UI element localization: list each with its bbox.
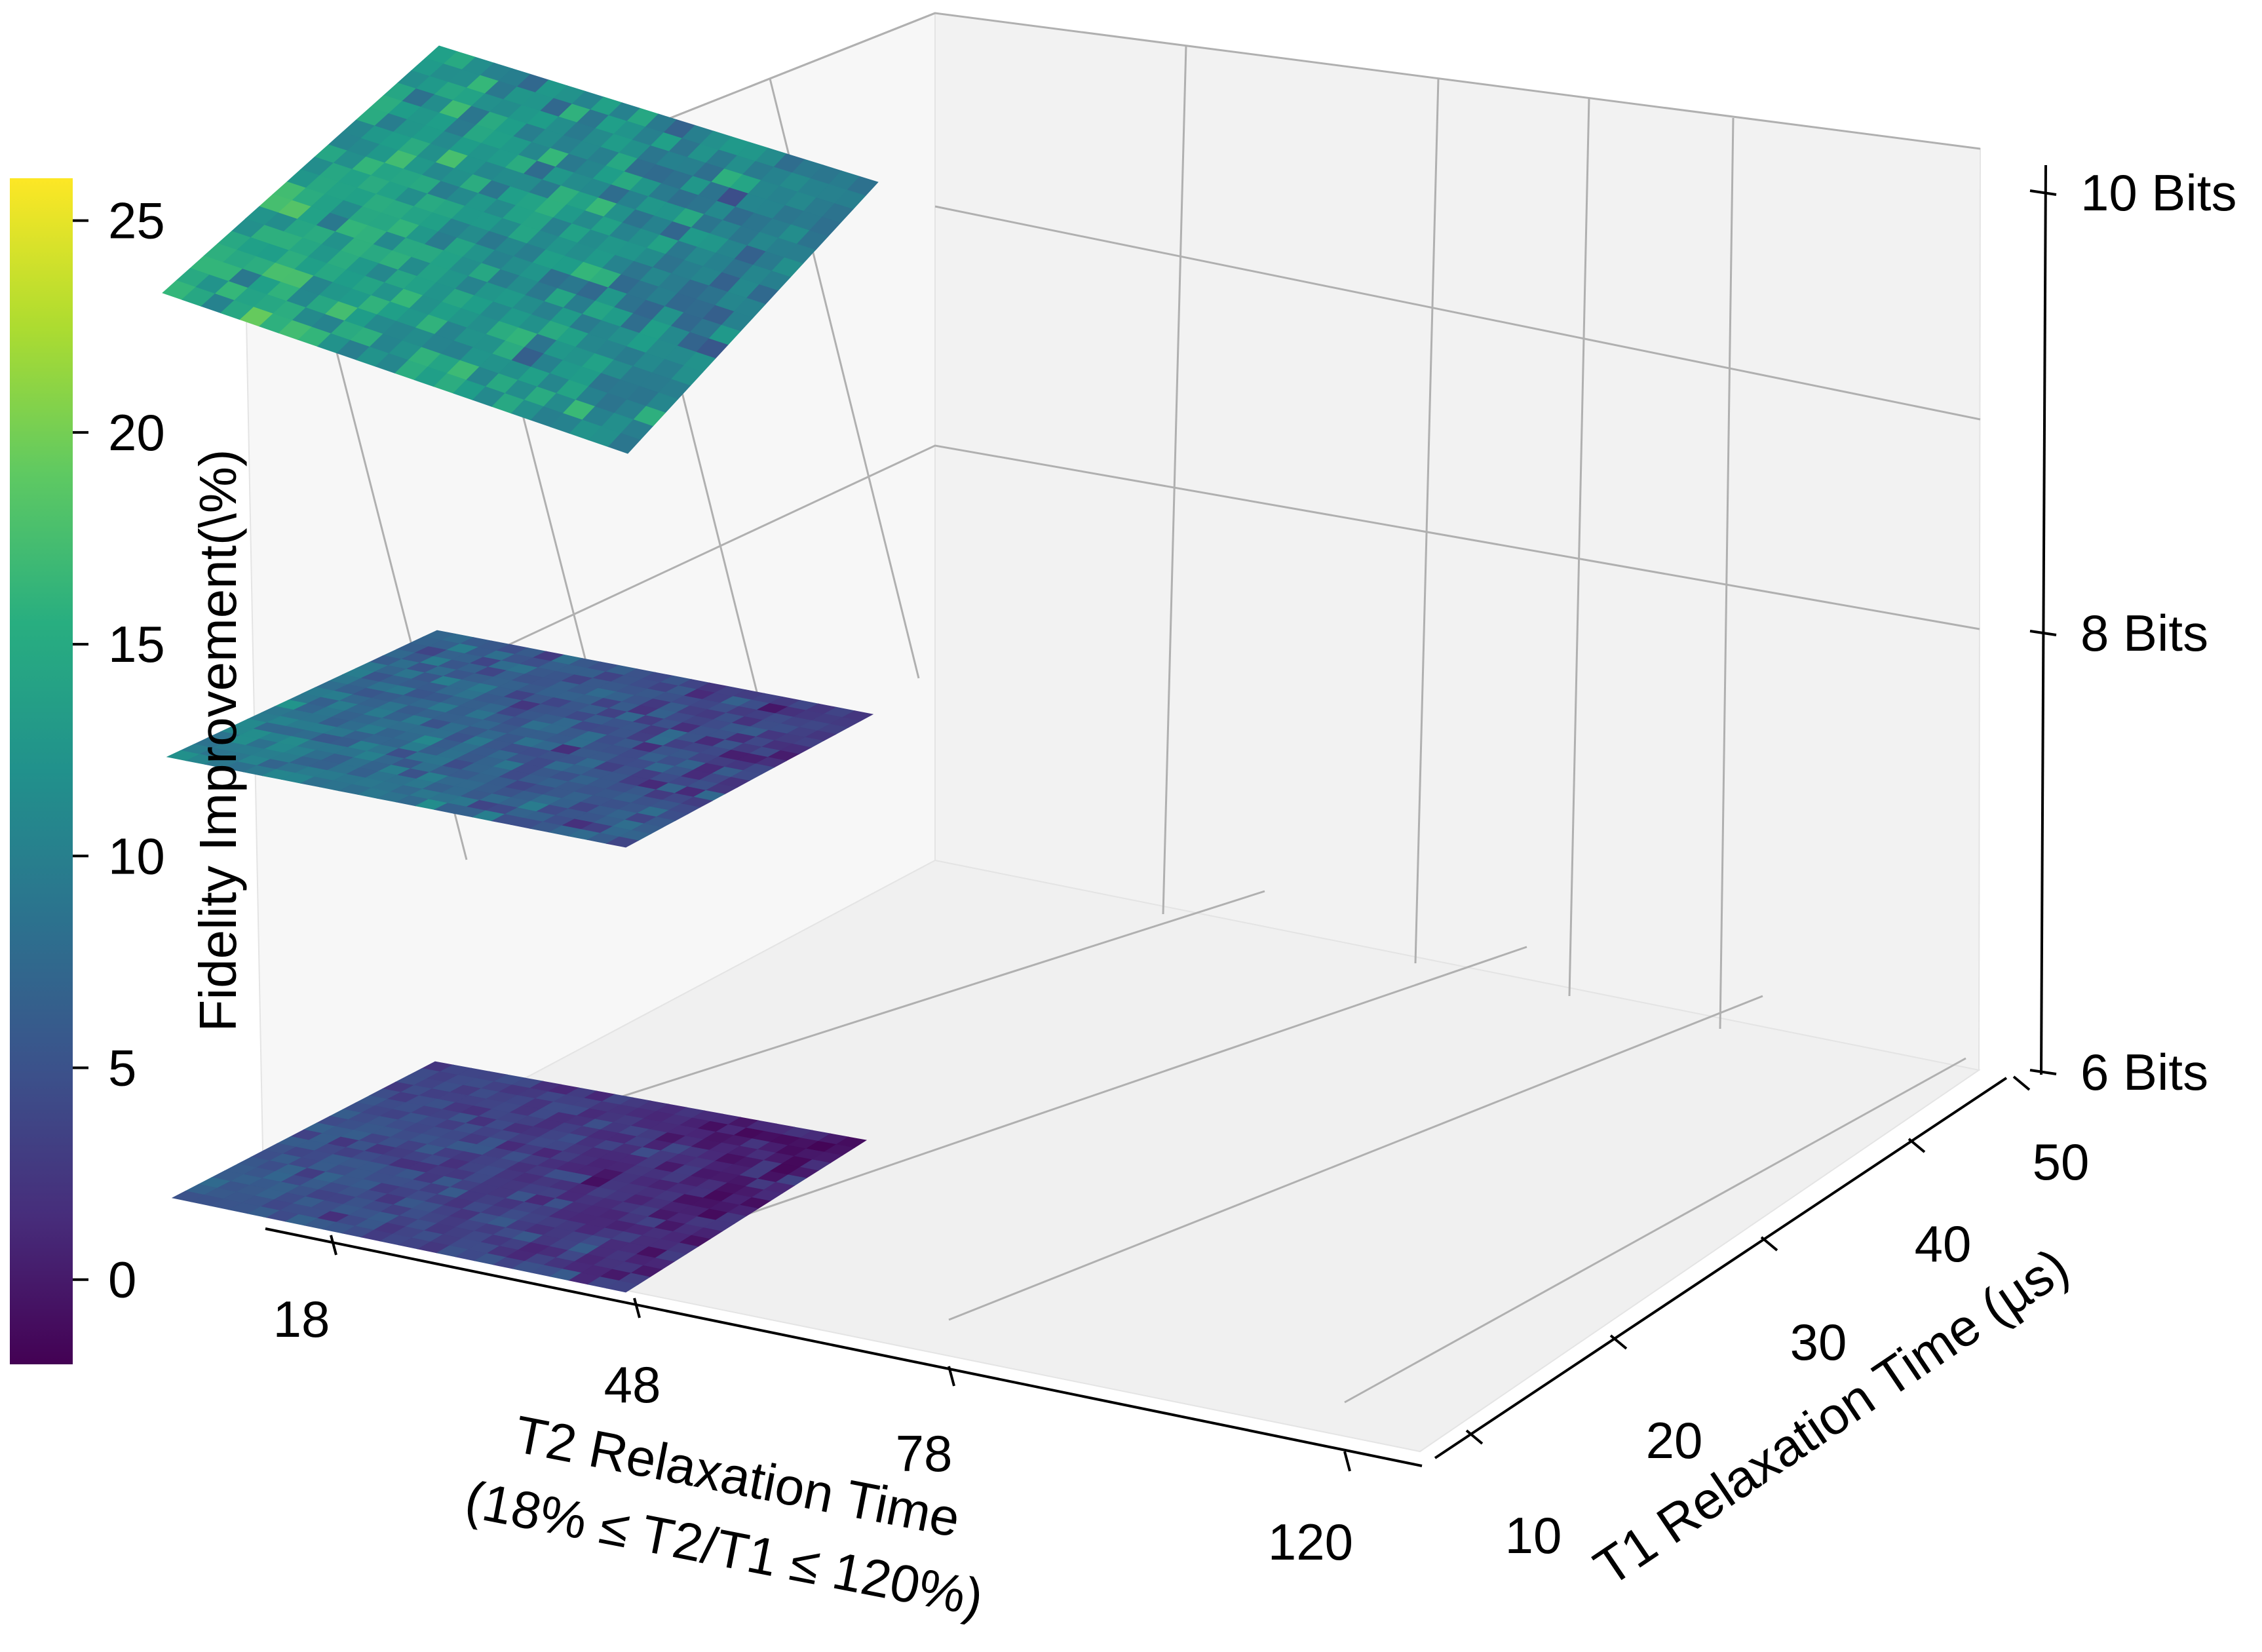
bits-axis-line <box>2040 164 2047 1075</box>
x-tick-mark <box>633 1297 641 1318</box>
z-tick-mark <box>2029 1069 2057 1075</box>
colorbar-tick-label: 25 <box>108 192 165 250</box>
floor-gridline <box>948 995 1763 1321</box>
layer-8-bits <box>166 630 874 848</box>
z-tick-mark <box>2029 189 2057 196</box>
y-tick-label: 50 <box>2033 1133 2090 1191</box>
colorbar: 0 5 10 15 20 25 Fidelity Improvement(\%) <box>10 178 247 1364</box>
y-tick-label: 10 <box>1505 1507 1562 1564</box>
colorbar-ticks: 0 5 10 15 20 25 <box>73 192 165 1309</box>
x-tick-label: 48 <box>604 1356 661 1413</box>
y-tick-label: 20 <box>1646 1412 1703 1469</box>
y-tick-mark <box>1907 1138 1926 1153</box>
back-gridline <box>1414 78 1440 964</box>
colorbar-tick-label: 5 <box>108 1039 136 1097</box>
heatmap-cell <box>605 836 640 848</box>
heatmap-layers <box>162 45 879 1293</box>
z-tick-label: 6 Bits <box>2080 1043 2208 1101</box>
x-tick-label: 120 <box>1268 1513 1353 1571</box>
axis-ticks: 18 48 78 120 10 20 30 40 50 6 Bits 8 Bits 10 Bits <box>273 164 2237 1571</box>
y-tick-mark <box>1760 1236 1778 1252</box>
colorbar-bar <box>10 178 73 1364</box>
floor-gridline <box>1344 1057 1966 1404</box>
y-tick-label: 30 <box>1790 1313 1847 1371</box>
colorbar-tick-label: 10 <box>108 827 165 885</box>
x-tick-label: 18 <box>273 1290 330 1348</box>
heatmap-cell <box>607 432 641 454</box>
x-tick-mark <box>948 1366 955 1387</box>
y-tick-mark <box>1465 1429 1484 1445</box>
colorbar-tick-label: 15 <box>108 615 165 673</box>
x-tick-label: 78 <box>896 1425 953 1482</box>
colorbar-label: Fidelity Improvement(\%) <box>189 449 247 1031</box>
colorbar-tick-label: 20 <box>108 404 165 461</box>
back-gridline <box>1162 45 1187 915</box>
layer-10-bits <box>162 45 879 454</box>
z-tick-label: 10 Bits <box>2080 164 2236 221</box>
back-gridline <box>1568 98 1590 997</box>
z-tick-label: 8 Bits <box>2080 604 2208 662</box>
x-tick-mark <box>1343 1451 1351 1472</box>
x-tick-mark <box>330 1235 337 1256</box>
heatmap-cell <box>606 1280 639 1293</box>
t2-axis-line <box>265 1227 1423 1467</box>
y-tick-label: 40 <box>1915 1215 1972 1273</box>
floor-gridline <box>634 946 1527 1254</box>
z-tick-mark <box>2029 630 2057 636</box>
horizontal-gridline <box>934 205 1981 421</box>
y-tick-mark <box>2012 1075 2031 1091</box>
y-tick-mark <box>1609 1334 1628 1350</box>
back-gridline <box>1719 117 1735 1029</box>
colorbar-tick-label: 0 <box>108 1251 136 1309</box>
layer-6-bits <box>171 1061 868 1293</box>
